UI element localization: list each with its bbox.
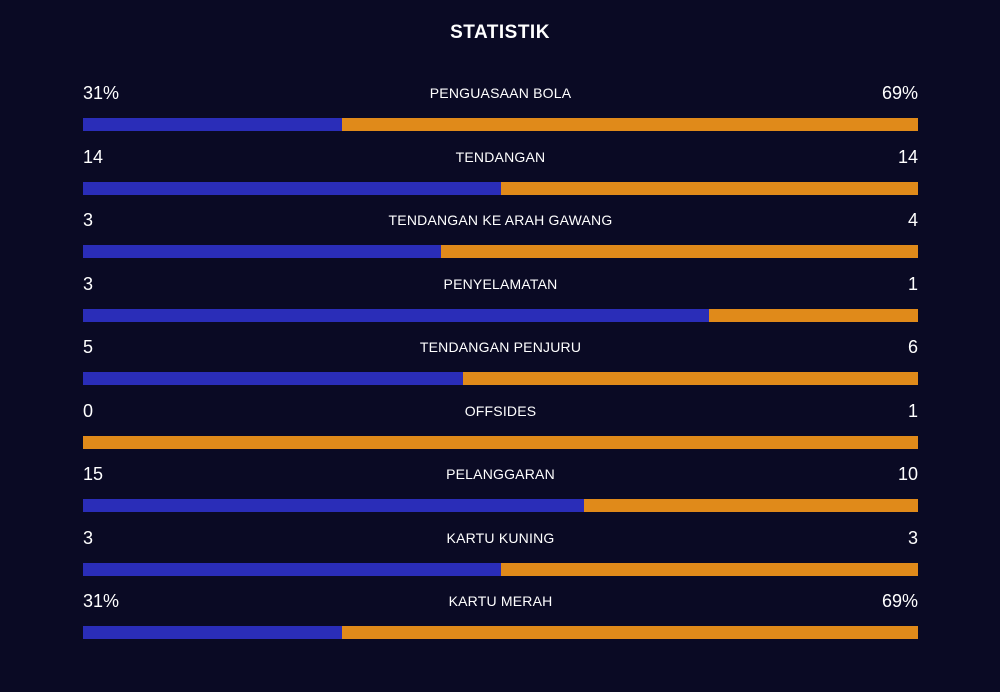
stat-row: 5 TENDANGAN PENJURU 6 [83,334,918,398]
stat-header: 14 TENDANGAN 14 [83,144,918,170]
stat-row: 14 TENDANGAN 14 [83,144,918,208]
home-bar-segment [83,245,441,258]
home-value: 31% [83,83,120,103]
panel-title: STATISTIK [450,22,550,43]
stat-label: PELANGGARAN [446,466,555,482]
away-bar-segment [341,118,918,131]
away-bar-segment [500,562,918,576]
home-value: 14 [83,146,104,167]
away-value: 4 [907,210,918,230]
comparison-bar [83,562,918,576]
home-bar-segment [83,499,584,512]
away-value: 3 [907,527,918,548]
stat-label: PENYELAMATAN [443,275,558,292]
home-value: 31% [83,591,120,611]
stat-header: 15 PELANGGARAN 10 [83,461,918,487]
stat-row: 3 KARTU KUNING 3 [83,525,918,589]
away-bar-segment [462,372,918,385]
stat-label: KARTU MERAH [448,593,553,609]
away-bar-segment [341,626,918,639]
comparison-bar [83,308,918,322]
away-value: 69% [881,591,918,611]
home-value: 3 [83,527,94,548]
comparison-bar [83,499,918,512]
away-value: 1 [907,400,918,421]
stat-row: 31% PENGUASAAN BOLA 69% [83,80,918,144]
comparison-bar [83,245,918,258]
comparison-bar [83,626,918,639]
stat-row: 0 OFFSIDES 1 [83,398,918,462]
stat-label: TENDANGAN [455,148,546,165]
stat-row: 15 PELANGGARAN 10 [83,461,918,525]
comparison-bar [83,435,918,449]
comparison-bar [83,181,918,195]
stat-label: KARTU KUNING [446,529,555,546]
stat-row: 31% KARTU MERAH 69% [83,588,918,652]
home-bar-segment [83,118,342,131]
home-value: 5 [83,337,94,357]
home-bar-segment [83,372,463,385]
stat-header: 5 TENDANGAN PENJURU 6 [83,334,918,360]
stat-label: TENDANGAN KE ARAH GAWANG [388,212,613,228]
comparison-bar [83,118,918,131]
away-value: 6 [907,337,918,357]
stats-list: 31% PENGUASAAN BOLA 69% 14 TENDANGAN 14 3 TENDA… [83,80,918,652]
stat-header: 3 KARTU KUNING 3 [83,525,918,551]
away-value: 14 [897,146,918,167]
stat-header: 31% PENGUASAAN BOLA 69% [83,80,918,106]
home-value: 3 [83,273,94,294]
home-value: 15 [83,464,104,484]
away-value: 1 [907,273,918,294]
comparison-bar [83,372,918,385]
stat-row: 3 TENDANGAN KE ARAH GAWANG 4 [83,207,918,271]
away-bar-segment [584,499,918,512]
stat-label: PENGUASAAN BOLA [429,85,572,101]
home-bar-segment [83,626,342,639]
stat-header: 3 PENYELAMATAN 1 [83,271,918,297]
home-bar-segment [83,562,501,576]
away-bar-segment [440,245,918,258]
away-bar-segment [500,181,918,195]
away-bar-segment [709,308,918,322]
away-value: 69% [881,83,918,103]
away-bar-segment [83,435,918,449]
home-value: 0 [83,400,94,421]
stat-label: TENDANGAN PENJURU [419,339,582,355]
away-value: 10 [897,464,918,484]
stat-header: 31% KARTU MERAH 69% [83,588,918,614]
stat-label: OFFSIDES [464,402,537,419]
home-value: 3 [83,210,94,230]
stat-header: 0 OFFSIDES 1 [83,398,918,424]
stat-row: 3 PENYELAMATAN 1 [83,271,918,335]
home-bar-segment [83,181,501,195]
home-bar-segment [83,308,710,322]
stat-header: 3 TENDANGAN KE ARAH GAWANG 4 [83,207,918,233]
